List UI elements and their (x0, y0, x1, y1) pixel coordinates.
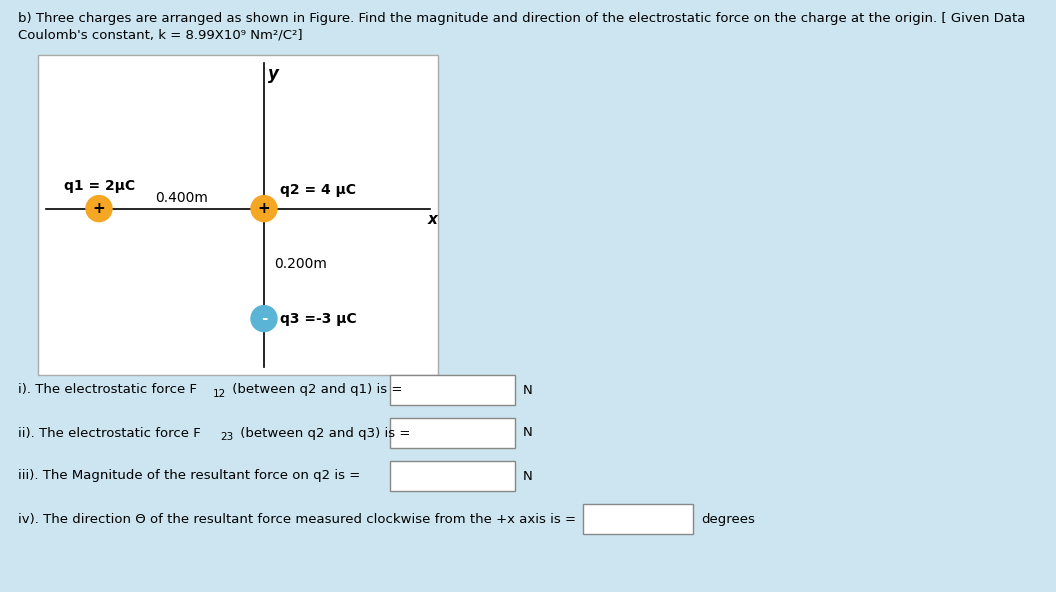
Text: q1 = 2μC: q1 = 2μC (64, 179, 135, 192)
FancyBboxPatch shape (583, 504, 693, 534)
Text: +: + (258, 201, 270, 216)
Text: N: N (523, 469, 532, 482)
Text: iv). The direction Θ of the resultant force measured clockwise from the +x axis : iv). The direction Θ of the resultant fo… (18, 513, 576, 526)
Text: (between q2 and q1) is =: (between q2 and q1) is = (228, 384, 402, 397)
Text: Coulomb's constant, k = 8.99X10⁹ Nm²/C²]: Coulomb's constant, k = 8.99X10⁹ Nm²/C²] (18, 28, 303, 41)
Text: b) Three charges are arranged as shown in Figure. Find the magnitude and directi: b) Three charges are arranged as shown i… (18, 12, 1025, 25)
Text: 0.400m: 0.400m (155, 191, 208, 205)
Text: (between q2 and q3) is =: (between q2 and q3) is = (235, 426, 411, 439)
Text: degrees: degrees (701, 513, 755, 526)
Text: N: N (523, 426, 532, 439)
FancyBboxPatch shape (390, 461, 515, 491)
Text: q3 =-3 μC: q3 =-3 μC (280, 311, 357, 326)
Text: i). The electrostatic force F: i). The electrostatic force F (18, 384, 197, 397)
FancyBboxPatch shape (38, 55, 438, 375)
Text: +: + (93, 201, 106, 216)
Text: x: x (428, 211, 438, 227)
Circle shape (86, 195, 112, 221)
Text: ii). The electrostatic force F: ii). The electrostatic force F (18, 426, 201, 439)
FancyBboxPatch shape (390, 375, 515, 405)
Text: 12: 12 (213, 389, 226, 399)
Text: N: N (523, 384, 532, 397)
FancyBboxPatch shape (390, 418, 515, 448)
Text: iii). The Magnitude of the resultant force on q2 is =: iii). The Magnitude of the resultant for… (18, 469, 360, 482)
Text: 23: 23 (220, 432, 233, 442)
Circle shape (251, 305, 277, 332)
Text: -: - (261, 311, 267, 326)
Text: q2 = 4 μC: q2 = 4 μC (280, 182, 356, 197)
Text: 0.200m: 0.200m (274, 256, 327, 271)
Text: y: y (268, 65, 279, 83)
Circle shape (251, 195, 277, 221)
